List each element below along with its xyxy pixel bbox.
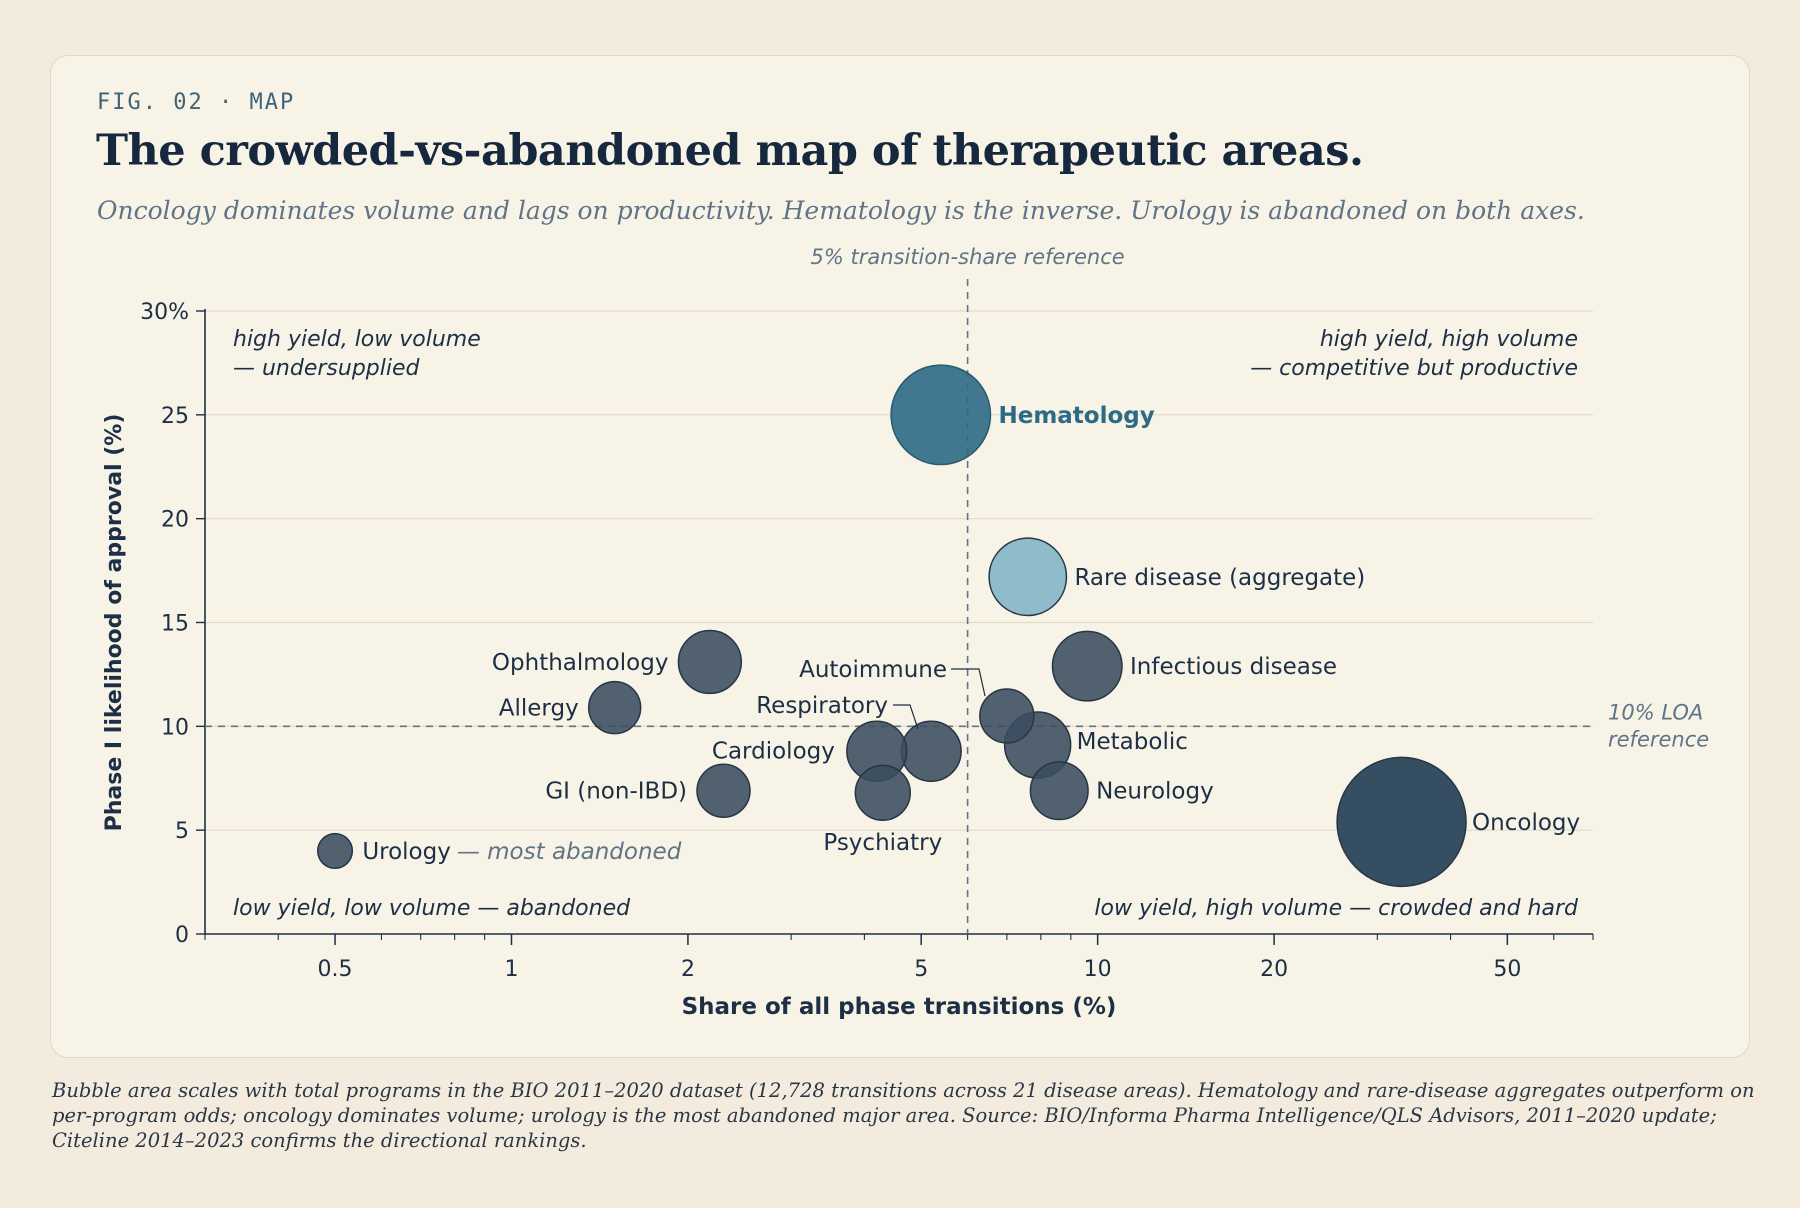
bubble-label-neurology: Neurology	[1096, 779, 1214, 805]
bubble-neurology	[1029, 761, 1089, 821]
y-tick-label: 20	[161, 508, 189, 533]
bubble-label-autoimmune: Autoimmune	[799, 657, 947, 683]
bubble-label-allergy: Allergy	[499, 696, 579, 722]
y-tick-label: 15	[161, 612, 189, 637]
bubble-oncology	[1336, 756, 1467, 888]
y-tick-label: 10	[161, 715, 189, 740]
bubble-label-hematology: Hematology	[998, 403, 1154, 429]
bubble-allergy	[587, 680, 642, 735]
quadrant-label-bottom-right: low yield, high volume — crowded and har…	[1094, 896, 1579, 921]
bubble-autoimmune	[979, 688, 1035, 744]
y-tick-label: 0	[175, 923, 189, 948]
bubble-urology	[316, 832, 354, 869]
y-tick-label: 25	[161, 404, 189, 429]
bubble-ophthalmology	[677, 629, 743, 695]
bubble-respiratory	[900, 720, 962, 782]
bubble-rare-disease-aggregate	[988, 537, 1068, 617]
x-tick-label: 1	[504, 957, 518, 982]
bubble-psychiatry	[854, 764, 912, 821]
leader-line-respiratory	[893, 704, 919, 730]
y-tick-label: 5	[175, 819, 189, 844]
figure-label: FIG. 02 · MAP	[97, 90, 296, 115]
x-tick-label: 0.5	[318, 957, 353, 982]
bubble-label-urology: Urology — most abandoned	[362, 839, 681, 865]
y-tick-label: 30%	[140, 300, 189, 325]
bubble-label-cardiology: Cardiology	[712, 738, 835, 764]
bubble-label-ophthalmology: Ophthalmology	[492, 650, 669, 676]
bubble-label-oncology: Oncology	[1472, 810, 1580, 836]
x-tick-label: 50	[1493, 957, 1521, 982]
bubble-label-gi-non-ibd: GI (non-IBD)	[545, 779, 687, 805]
bubble-gi-non-ibd	[696, 763, 751, 818]
bubble-label-psychiatry: Psychiatry	[823, 830, 942, 856]
x-tick-label: 2	[681, 957, 695, 982]
bubble-hematology	[890, 364, 992, 466]
y-reference-label: 10% LOA reference	[1608, 700, 1709, 751]
bubble-infectious-disease	[1051, 630, 1123, 702]
bubble-label-metabolic: Metabolic	[1077, 729, 1188, 755]
quadrant-label-bottom-left: low yield, low volume — abandoned	[233, 896, 631, 921]
chart-title: The crowded-vs-abandoned map of therapeu…	[96, 126, 1364, 176]
quadrant-label-top-left: high yield, low volume — undersupplied	[233, 327, 481, 381]
figure-card	[50, 55, 1750, 1058]
chart-footnote: Bubble area scales with total programs i…	[52, 1079, 1755, 1152]
x-axis-label: Share of all phase transitions (%)	[682, 994, 1117, 1020]
x-tick-label: 5	[914, 957, 928, 982]
chart-subtitle: Oncology dominates volume and lags on pr…	[97, 196, 1585, 225]
y-axis-label: Phase I likelihood of approval (%)	[102, 414, 127, 832]
x-tick-label: 20	[1260, 957, 1288, 982]
quadrant-label-top-right: high yield, high volume — competitive but…	[1250, 327, 1578, 381]
leader-line-autoimmune	[951, 668, 986, 697]
bubble-label-respiratory: Respiratory	[756, 693, 888, 719]
bubble-label-infectious-disease: Infectious disease	[1130, 654, 1337, 680]
x-reference-label: 5% transition-share reference	[811, 245, 1125, 269]
bubble-label-rare-disease-aggregate: Rare disease (aggregate)	[1074, 565, 1365, 591]
x-tick-label: 10	[1084, 957, 1112, 982]
